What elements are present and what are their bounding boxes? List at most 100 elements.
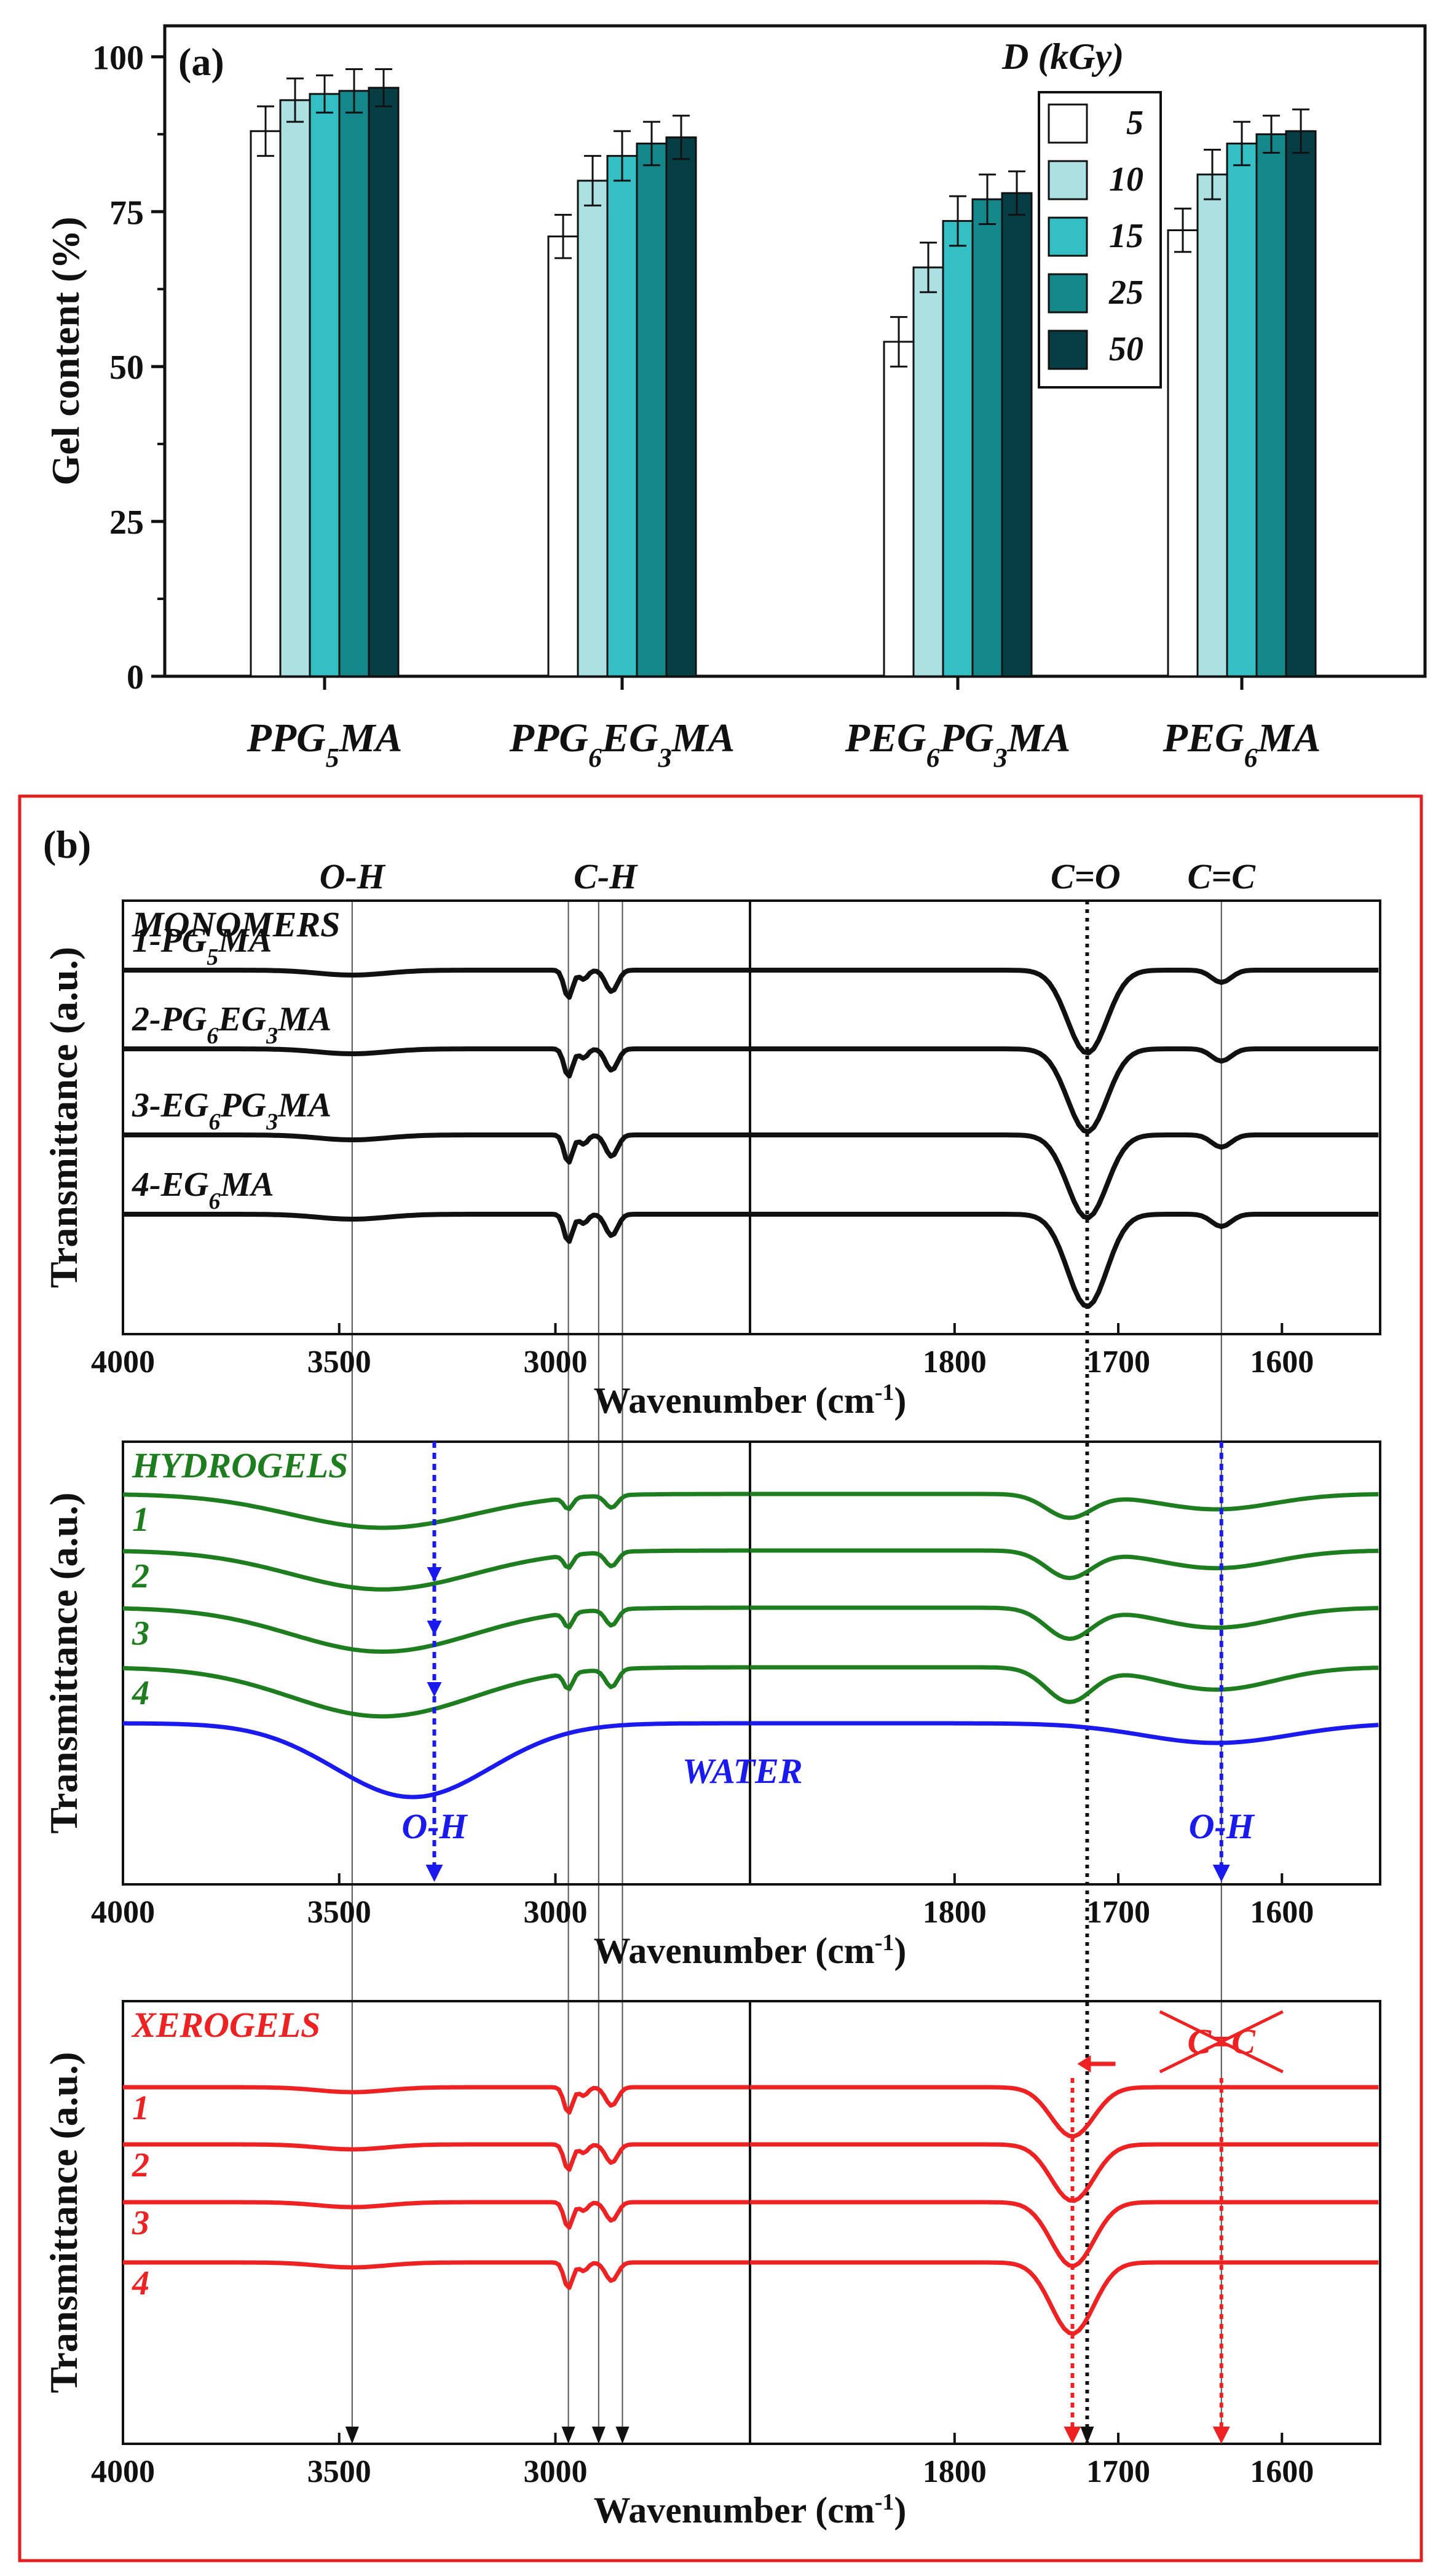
label-subscript: 5	[207, 944, 218, 970]
x-tick-label: 3000	[523, 1895, 587, 1930]
x-tick-label: 3500	[307, 2454, 371, 2489]
x-axis-label-close: )	[894, 1930, 906, 1971]
x-tick-label: 1800	[923, 1345, 987, 1380]
label-subscript: 5	[326, 743, 339, 773]
label-base: PPG	[509, 716, 588, 761]
bar	[1226, 142, 1258, 678]
label-subscript: 6	[588, 743, 602, 773]
x-tick-label: 1700	[1086, 2454, 1150, 2489]
label-tail: MA	[1007, 716, 1071, 761]
label-subscript: 6	[926, 743, 940, 773]
x-tick-label: 1600	[1250, 2454, 1314, 2489]
panel-a-bars	[250, 68, 1317, 678]
label-base: PEG	[845, 716, 926, 761]
sample-label: 2	[132, 2146, 149, 2184]
x-axis-label: Wavenumber (cm-1)	[594, 2489, 907, 2531]
band-label: C=C	[1188, 856, 1257, 896]
bar	[368, 87, 400, 678]
bar	[971, 198, 1003, 678]
subplot-monomers: 4000 3500 3000 1800 1700 1600 Wavenumber (cm-1…	[42, 899, 1381, 1421]
x-tick-label: 4000	[91, 1895, 155, 1930]
y-tick-label: 25	[109, 504, 144, 542]
subplot-xerogels: 4000 3500 3000 1800 1700 1600 Wavenumber (cm-1…	[42, 2000, 1381, 2531]
label-tail: MA	[219, 1166, 274, 1204]
bar	[665, 136, 697, 678]
sample-label: 1-PG5MA	[132, 922, 272, 970]
red-arrow-head	[1064, 2427, 1081, 2444]
spectrum-line	[750, 2200, 1379, 2269]
spectrum-line	[750, 1665, 1379, 1704]
bar	[547, 235, 579, 678]
spectrum-line	[123, 1212, 749, 1244]
x-category-label: PPG6EG3MA	[509, 716, 735, 773]
legend-title: D (kGy)	[1001, 36, 1124, 77]
x-tick-label: 1600	[1250, 1345, 1314, 1380]
spectrum-line	[123, 2200, 749, 2230]
spectrum-line	[123, 968, 749, 1000]
panel-a-plot-frame	[163, 24, 1427, 678]
oh-label: O-H	[1189, 1806, 1255, 1846]
panel-a-x-axis: PPG5MA PPG6EG3MA PEG6PG3MA PEG6MA	[246, 676, 1321, 773]
y-tick-label: 50	[109, 349, 144, 387]
label-base: 1-PG	[132, 922, 207, 960]
spectrum-line	[750, 2142, 1379, 2203]
subplot-hydrogels: 4000 3500 3000 1800 1700 1600 Wavenumber (cm-1…	[42, 1440, 1381, 1971]
x-category-label: PEG6MA	[1163, 716, 1321, 773]
label-tail: MA	[277, 1000, 331, 1038]
x-axis-label-close: )	[894, 1380, 906, 1421]
spectrum-line	[750, 1132, 1379, 1220]
x-axis-label-sup: -1	[875, 2489, 894, 2515]
sample-label: 3	[132, 2204, 149, 2242]
y-axis-label: Transmittance (a.u.)	[42, 1492, 85, 1833]
x-tick-label: 1600	[1250, 1895, 1314, 1930]
label-subscript: 3	[266, 1023, 278, 1049]
label-base: PPG	[246, 716, 325, 761]
cross-out-line	[1159, 2010, 1284, 2074]
bar	[309, 93, 341, 678]
sample-label: 4	[132, 2264, 149, 2302]
x-category-label: PPG5MA	[246, 716, 402, 773]
x-axis-label-text: Wavenumber (cm	[594, 2490, 875, 2531]
legend-swatch	[1048, 103, 1088, 144]
ref-arrow-head	[1080, 2427, 1094, 2444]
bar	[606, 155, 638, 678]
legend: D (kGy) 5 10 15 25 50	[1001, 36, 1162, 389]
shift-arrow-head	[1077, 2055, 1091, 2072]
spectrum-line	[750, 1548, 1379, 1581]
subplot-frame	[122, 2000, 1381, 2445]
x-tick-label: 3000	[523, 2454, 587, 2489]
label-subscript: 6	[208, 1188, 220, 1214]
label-base: 2-PG	[132, 1000, 207, 1038]
legend-entry: 15	[1109, 217, 1143, 255]
ref-arrow-head	[561, 2427, 575, 2444]
x-tick-label: 3500	[307, 1895, 371, 1930]
spectrum-line	[750, 1605, 1379, 1642]
bar	[1196, 173, 1228, 678]
x-axis-label: Wavenumber (cm-1)	[594, 1380, 907, 1421]
ref-arrow-head	[591, 2427, 606, 2444]
spectrum-line	[123, 2260, 749, 2290]
legend-swatch	[1048, 330, 1088, 370]
spectrum-line	[750, 1491, 1379, 1520]
label-part: EG	[601, 716, 658, 761]
band-label: C=O	[1051, 856, 1121, 896]
spectrum-line	[750, 2260, 1379, 2336]
legend-swatch	[1048, 273, 1088, 314]
x-tick-label: 3000	[523, 1345, 587, 1380]
label-part: PG	[939, 716, 994, 761]
bar	[1167, 229, 1199, 678]
bar	[636, 142, 668, 678]
bar	[912, 266, 944, 678]
bar	[279, 99, 311, 678]
panel-a-y-axis-label: Gel content (%)	[44, 216, 87, 485]
legend-entry: 10	[1109, 160, 1143, 199]
oh-arrow-head	[425, 1865, 443, 1882]
bar	[577, 180, 609, 678]
subplot-title: HYDROGELS	[132, 1445, 348, 1485]
ref-arrow-head	[345, 2427, 359, 2444]
sample-label: 1	[132, 1501, 149, 1539]
spectrum-line	[122, 1548, 749, 1592]
legend-entry: 5	[1126, 104, 1143, 142]
ref-arrow-head	[615, 2427, 630, 2444]
